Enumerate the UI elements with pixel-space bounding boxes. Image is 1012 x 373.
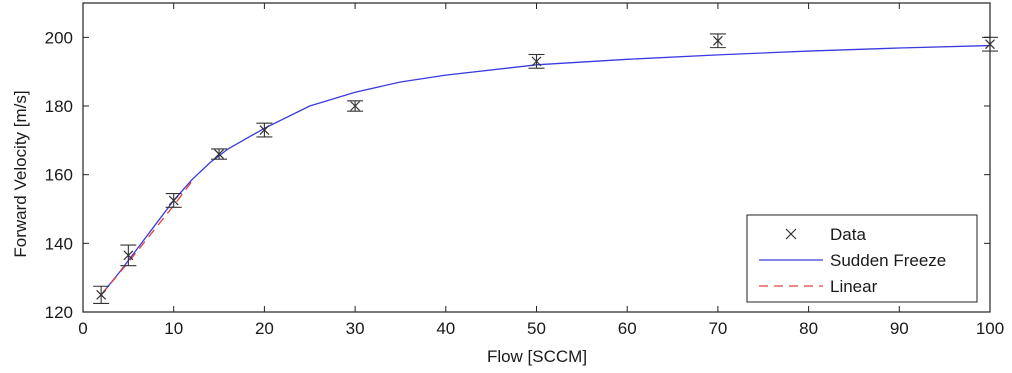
data-point bbox=[528, 53, 545, 69]
data-point bbox=[709, 33, 726, 49]
x-tick-label: 40 bbox=[436, 319, 455, 338]
x-tick-label: 50 bbox=[527, 319, 546, 338]
y-axis-label: Forward Velocity [m/s] bbox=[11, 90, 30, 257]
x-marker bbox=[214, 149, 224, 159]
x-tick-label: 80 bbox=[799, 319, 818, 338]
legend-label: Linear bbox=[830, 277, 878, 296]
x-tick-label: 60 bbox=[618, 319, 637, 338]
x-marker bbox=[96, 289, 107, 300]
x-tick-label: 0 bbox=[78, 319, 87, 338]
x-axis-label: Flow [SCCM] bbox=[487, 347, 587, 366]
series-layer bbox=[93, 33, 998, 304]
data-point bbox=[93, 285, 110, 304]
legend-label: Sudden Freeze bbox=[830, 251, 946, 270]
data-point bbox=[211, 148, 228, 160]
y-tick-label: 200 bbox=[45, 28, 73, 47]
legend-marker bbox=[785, 228, 797, 240]
x-marker bbox=[350, 101, 361, 111]
legend-label: Data bbox=[830, 225, 866, 244]
x-marker bbox=[168, 195, 179, 206]
x-marker bbox=[123, 250, 134, 261]
y-tick-label: 120 bbox=[45, 303, 73, 322]
x-tick-label: 70 bbox=[708, 319, 727, 338]
legend: Data Sudden Freeze Linear bbox=[746, 214, 978, 303]
data-point bbox=[256, 122, 273, 138]
x-tick-label: 20 bbox=[255, 319, 274, 338]
y-tick-label: 140 bbox=[45, 234, 73, 253]
x-tick-label: 90 bbox=[890, 319, 909, 338]
data-point bbox=[120, 244, 137, 267]
x-marker bbox=[259, 125, 270, 135]
x-tick-label: 10 bbox=[164, 319, 183, 338]
series-line-linear bbox=[100, 181, 193, 296]
x-marker bbox=[985, 39, 995, 50]
x-marker bbox=[712, 35, 723, 46]
data-point bbox=[347, 100, 364, 112]
data-point bbox=[165, 193, 182, 208]
y-tick-label: 160 bbox=[45, 166, 73, 185]
x-tick-label: 30 bbox=[346, 319, 365, 338]
x-tick-label: 100 bbox=[976, 319, 1004, 338]
y-tick-label: 180 bbox=[45, 97, 73, 116]
x-marker bbox=[531, 56, 542, 67]
legend-box bbox=[746, 214, 978, 303]
series-line-sudden-freeze bbox=[100, 44, 991, 296]
axis-ticks: 0 10 20 30 40 50 60 70 80 90 100 120 140 160 180 200 bbox=[45, 3, 1004, 338]
